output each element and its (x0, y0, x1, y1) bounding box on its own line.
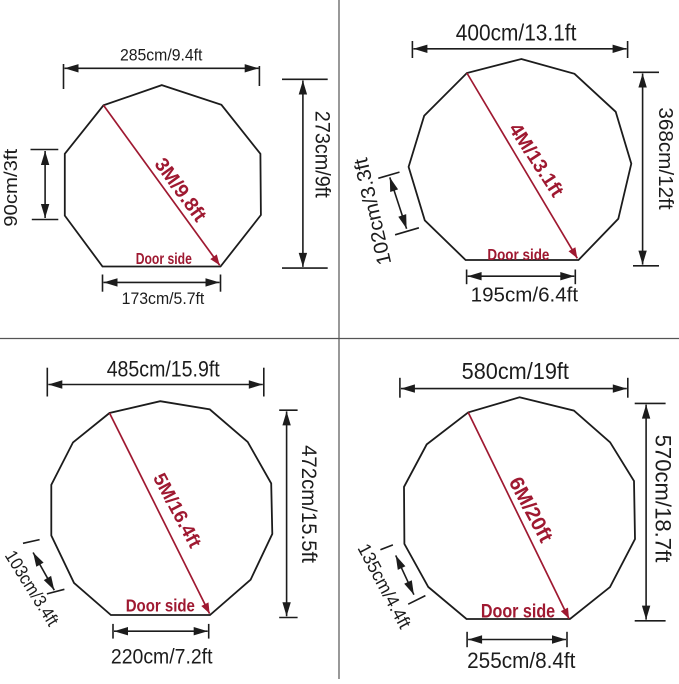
svg-text:Door side: Door side (481, 601, 555, 622)
svg-text:195cm/6.4ft: 195cm/6.4ft (471, 284, 579, 307)
svg-text:570cm/18.7ft: 570cm/18.7ft (651, 435, 676, 563)
svg-text:273cm/9ft: 273cm/9ft (311, 111, 334, 198)
svg-text:485cm/15.9ft: 485cm/15.9ft (107, 356, 221, 381)
svg-text:472cm/15.5ft: 472cm/15.5ft (297, 445, 321, 563)
svg-text:Door side: Door side (126, 596, 196, 616)
svg-text:580cm/19ft: 580cm/19ft (462, 358, 570, 384)
svg-text:255cm/8.4ft: 255cm/8.4ft (467, 648, 576, 673)
svg-text:Door side: Door side (136, 251, 192, 268)
svg-text:368cm/12ft: 368cm/12ft (654, 107, 677, 210)
svg-text:220cm/7.2ft: 220cm/7.2ft (111, 646, 213, 669)
svg-text:Door side: Door side (487, 247, 549, 264)
svg-text:90cm/3ft: 90cm/3ft (1, 149, 21, 227)
svg-text:400cm/13.1ft: 400cm/13.1ft (456, 20, 577, 46)
svg-text:173cm/5.7ft: 173cm/5.7ft (122, 289, 205, 308)
svg-text:285cm/9.4ft: 285cm/9.4ft (120, 47, 203, 65)
